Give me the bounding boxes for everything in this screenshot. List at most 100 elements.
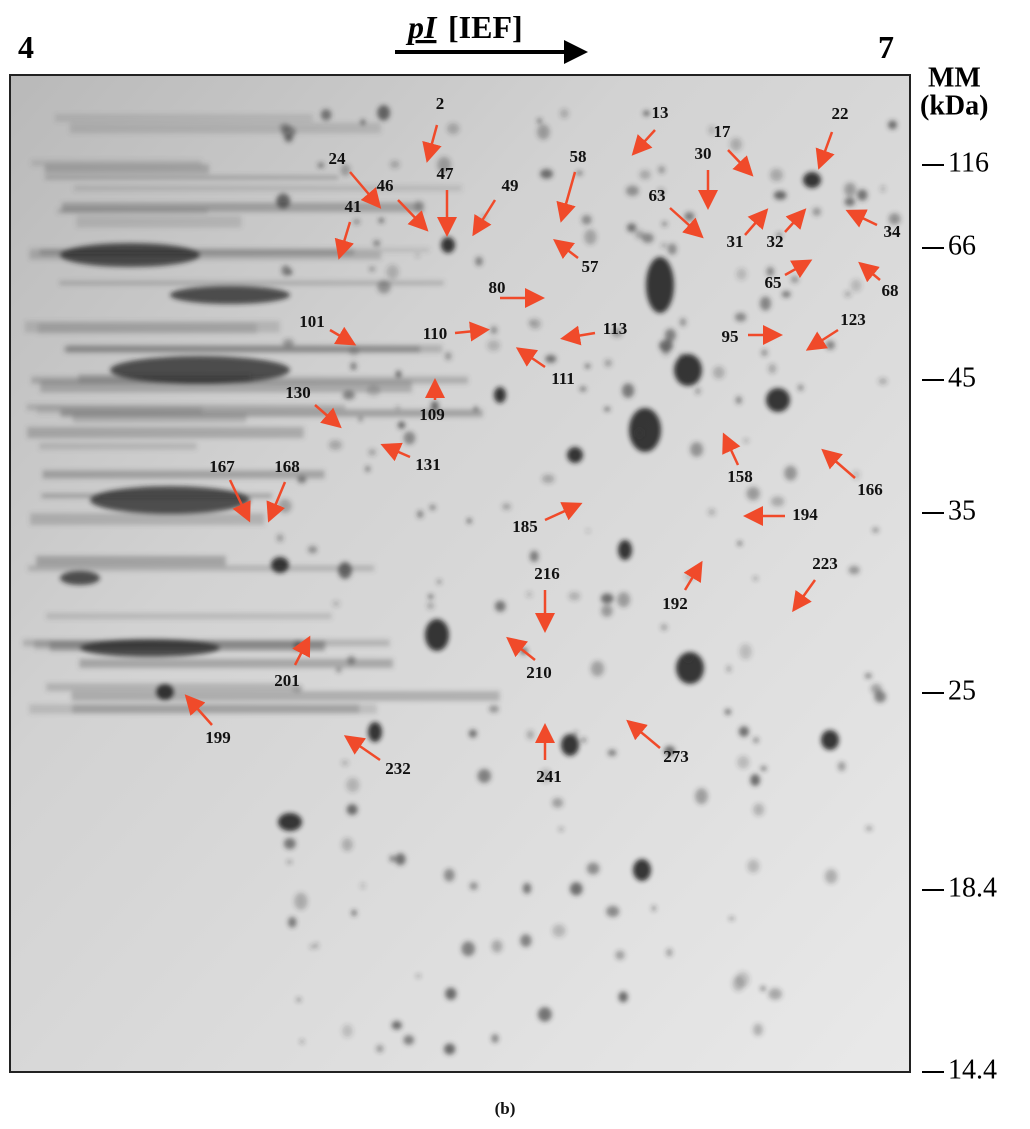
gel-spot [488, 705, 499, 713]
mass-marker-label: 45 [948, 362, 976, 393]
gel-spot [618, 991, 628, 1003]
spot-label: 210 [526, 663, 552, 682]
gel-spot-dark [629, 408, 661, 452]
gel-spot [746, 486, 760, 501]
gel-streak [29, 704, 377, 714]
spot-label: 24 [329, 149, 347, 168]
caption: (b) [495, 1099, 516, 1118]
spot-arrow [722, 432, 741, 466]
gel-spot [878, 377, 888, 385]
gel-spot [348, 345, 359, 356]
gel-spot-dark [821, 730, 839, 750]
gel-spot [874, 690, 887, 703]
spot-label: 167 [209, 457, 235, 476]
gel-spot [338, 561, 352, 579]
gel-spot [590, 660, 605, 677]
mass-unit: (kDa) [920, 90, 988, 121]
gel-spot [781, 290, 791, 298]
gel-spot [309, 944, 316, 950]
gel-spot [540, 168, 553, 179]
gel-spot [443, 868, 455, 882]
gel-spot [494, 600, 506, 612]
spot-label: 192 [662, 594, 688, 613]
spot-arrow [821, 448, 856, 479]
spot-label: 22 [832, 104, 849, 123]
gel-spot [708, 125, 716, 135]
spot-label: 17 [714, 122, 732, 141]
gel-spot [844, 197, 856, 207]
gel-spot [660, 623, 668, 631]
spot-label: 13 [652, 103, 669, 122]
spot-label: 194 [792, 505, 818, 524]
gel-spot [297, 475, 307, 484]
gel-spot [342, 1024, 353, 1038]
gel-spot [320, 109, 332, 121]
mass-marker-label: 14.4 [948, 1054, 997, 1085]
spot-label: 130 [285, 383, 311, 402]
gel-spot [368, 448, 377, 456]
spot-arrow [858, 261, 881, 283]
gel-spot [690, 442, 704, 457]
gel-spot [584, 229, 597, 245]
gel-spot [377, 280, 391, 294]
gel-spot [429, 504, 436, 511]
spot-label: 63 [649, 186, 666, 205]
gel-band [90, 486, 250, 514]
gel-spot [766, 266, 775, 277]
gel-spot [837, 761, 846, 772]
gel-spot [477, 769, 492, 783]
gel-band [60, 571, 100, 585]
spot-arrow [553, 238, 579, 260]
gel-spot [461, 941, 475, 957]
spot-arrow [454, 321, 490, 342]
gel-spot [360, 882, 366, 889]
gel-spot [865, 825, 873, 831]
gel-spot [332, 600, 340, 607]
gel-spot [537, 118, 542, 124]
gel-spot [469, 882, 478, 891]
spot-arrow [349, 171, 382, 209]
gel-spot [444, 1043, 456, 1055]
gel-spot [760, 986, 766, 991]
spot-label: 158 [727, 467, 753, 486]
gel-spot [403, 1035, 415, 1045]
spot-label: 47 [437, 164, 455, 183]
spot-label: 109 [419, 405, 445, 424]
spot-arrow [805, 328, 839, 351]
gel-spot [377, 105, 391, 121]
gel-streak [36, 555, 226, 566]
gel-spot-dark [368, 722, 382, 742]
gel-streak [31, 159, 202, 167]
gel-spot [347, 655, 356, 665]
gel-spot [358, 417, 363, 422]
gel-spot [750, 774, 761, 787]
gel-streak [30, 513, 265, 526]
gel-spot-dark [567, 447, 583, 463]
mass-label: MM [928, 62, 981, 93]
gel-spot [606, 905, 620, 918]
spot-label: 113 [603, 319, 628, 338]
spot-arrow [380, 442, 411, 462]
gel-spot [446, 122, 460, 135]
gel-spot [415, 253, 420, 258]
gel-spot-dark [674, 354, 702, 386]
gel-spot [753, 1023, 763, 1036]
gel-spot [848, 565, 860, 575]
gel-spot [341, 838, 353, 852]
spot-arrow [669, 207, 704, 239]
gel-spot [729, 916, 735, 921]
gel-spot [784, 465, 797, 481]
spot-label: 232 [385, 759, 411, 778]
gel-spot [413, 200, 424, 212]
gel-spot [526, 730, 535, 740]
gel-spot [667, 243, 677, 255]
spot-label: 57 [582, 257, 600, 276]
gel-spot-dark [618, 540, 632, 560]
spot-label: 166 [857, 480, 883, 499]
gel-spot [373, 240, 381, 247]
gel-band [80, 639, 220, 657]
gel-spot [776, 232, 783, 239]
gel-spot [661, 221, 668, 227]
spot-label: 199 [205, 728, 231, 747]
spot-label: 101 [299, 312, 325, 331]
